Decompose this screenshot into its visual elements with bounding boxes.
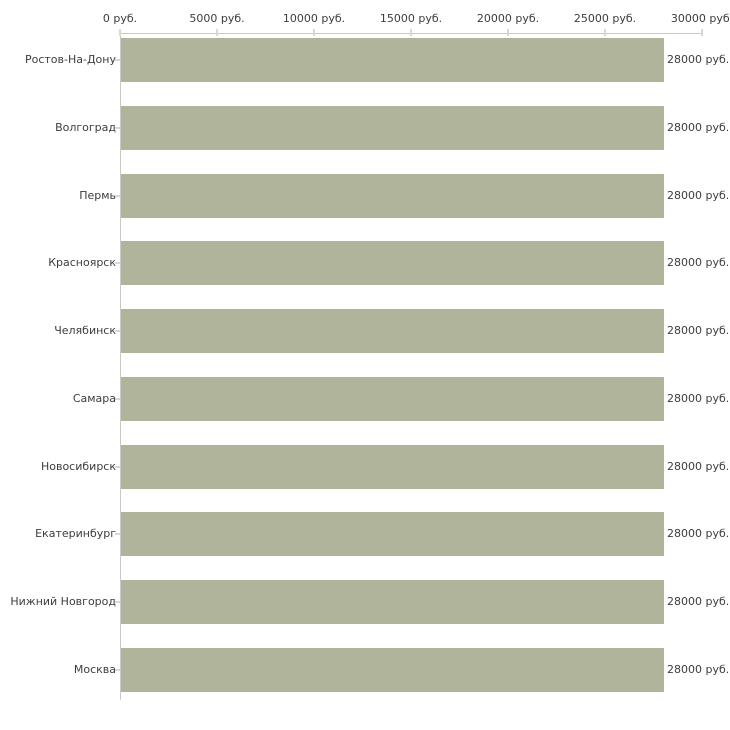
category-label: Новосибирск xyxy=(40,459,116,473)
bar xyxy=(121,647,664,692)
bar-row: Челябинск 28000 руб. xyxy=(0,309,730,353)
y-tick-mark xyxy=(115,668,120,671)
bar-value-label: 28000 руб. xyxy=(667,459,730,473)
x-tick-mark xyxy=(410,29,412,36)
bar-row: Новосибирск 28000 руб. xyxy=(0,444,730,489)
category-label: Волгоград xyxy=(55,120,116,134)
x-tick-mark xyxy=(119,29,121,36)
bar xyxy=(121,376,664,421)
x-tick-label: 10000 руб. xyxy=(282,12,346,25)
category-label: Красноярск xyxy=(48,256,116,270)
bar-value-label: 28000 руб. xyxy=(667,53,730,66)
bar-row: Екатеринбург 28000 руб. xyxy=(0,512,730,557)
bar xyxy=(121,38,664,82)
x-tick-label: 15000 руб. xyxy=(379,12,443,25)
bar-row: Красноярск 28000 руб. xyxy=(0,241,730,286)
category-label: Челябинск xyxy=(54,324,116,337)
x-tick-mark xyxy=(507,29,509,36)
y-tick-mark xyxy=(115,330,120,332)
bar-row: Нижний Новгород 28000 руб. xyxy=(0,580,730,624)
x-tick-label: 30000 руб. xyxy=(670,12,730,25)
y-tick-mark xyxy=(115,126,120,129)
bar-value-label: 28000 руб. xyxy=(667,391,730,405)
bar-row: Волгоград 28000 руб. xyxy=(0,105,730,150)
x-tick-label: 0 руб. xyxy=(102,12,138,25)
bar-value-label: 28000 руб. xyxy=(667,256,730,270)
x-tick-label: 25000 руб. xyxy=(573,12,637,25)
bar-value-label: 28000 руб. xyxy=(667,595,730,608)
y-tick-mark xyxy=(115,59,120,61)
y-tick-mark xyxy=(115,601,120,603)
category-label: Москва xyxy=(73,662,116,676)
x-tick-mark xyxy=(313,29,315,36)
bar-value-label: 28000 руб. xyxy=(667,120,730,134)
x-tick-label: 20000 руб. xyxy=(476,12,540,25)
bar-value-label: 28000 руб. xyxy=(667,188,730,202)
bar-value-label: 28000 руб. xyxy=(667,527,730,541)
x-tick-label: 5000 руб. xyxy=(189,12,245,25)
x-tick-mark xyxy=(701,29,703,36)
y-tick-mark xyxy=(115,262,120,265)
y-tick-mark xyxy=(115,533,120,536)
category-label: Самара xyxy=(72,391,116,405)
bar-row: Ростов-На-Дону 28000 руб. xyxy=(0,38,730,82)
y-axis-line xyxy=(120,33,121,700)
bar xyxy=(121,309,664,353)
category-label: Екатеринбург xyxy=(35,527,116,541)
y-tick-mark xyxy=(115,465,120,468)
bar xyxy=(121,241,664,286)
x-tick-mark xyxy=(216,29,218,36)
bar xyxy=(121,580,664,624)
bar xyxy=(121,173,664,218)
bar-value-label: 28000 руб. xyxy=(667,662,730,676)
bar xyxy=(121,444,664,489)
bar xyxy=(121,512,664,557)
category-label: Ростов-На-Дону xyxy=(24,53,116,66)
bar-value-label: 28000 руб. xyxy=(667,324,730,337)
bar-row: Москва 28000 руб. xyxy=(0,647,730,692)
bar xyxy=(121,105,664,150)
y-tick-mark xyxy=(115,397,120,400)
category-label: Нижний Новгород xyxy=(10,595,116,608)
bar-row: Пермь 28000 руб. xyxy=(0,173,730,218)
y-tick-mark xyxy=(115,194,120,197)
x-tick-mark xyxy=(604,29,606,36)
bar-row: Самара 28000 руб. xyxy=(0,376,730,421)
category-label: Пермь xyxy=(79,188,116,202)
